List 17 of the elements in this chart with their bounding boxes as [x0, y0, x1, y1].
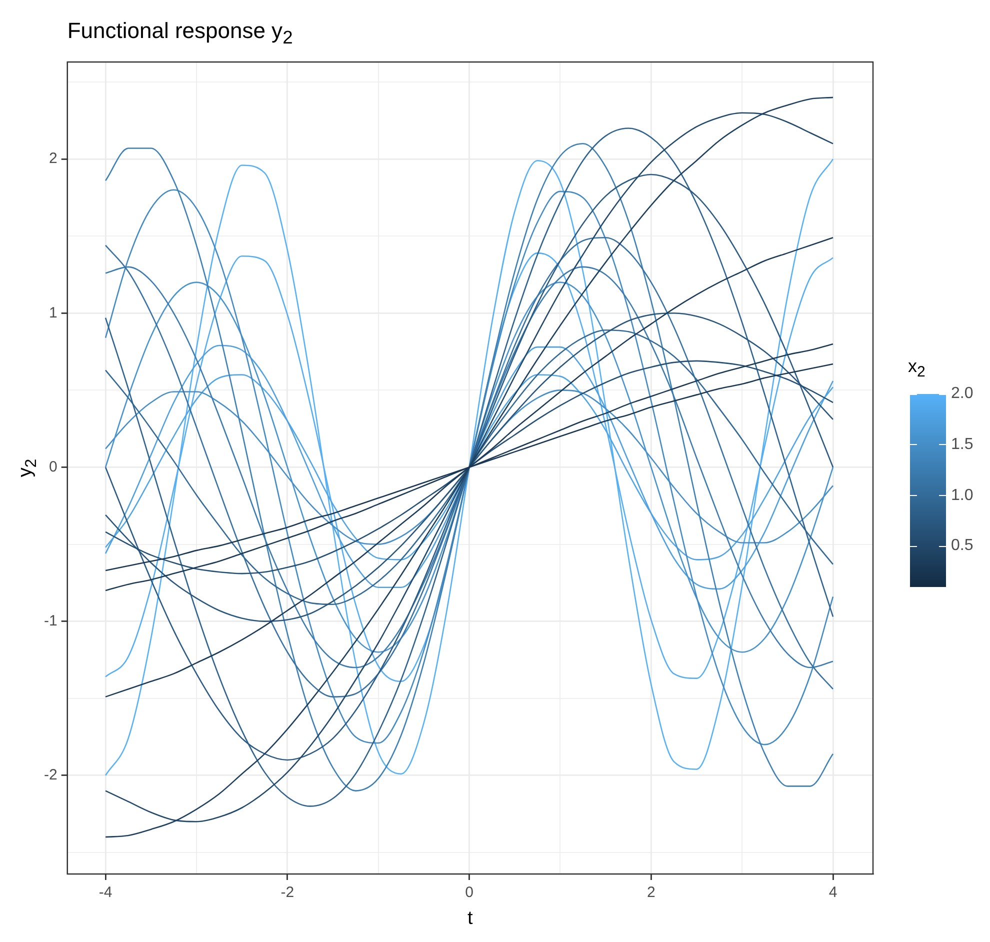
y-tick-label: 0 — [48, 458, 58, 476]
color-bar-label: 0.5 — [951, 536, 974, 556]
x-tick-label: 4 — [828, 884, 838, 902]
color-bar-label: 1.5 — [951, 434, 974, 455]
x-tick-label: 2 — [646, 884, 656, 902]
x-tick-label: 0 — [465, 884, 474, 902]
y-tick-label: -1 — [44, 612, 58, 630]
x-axis-title: t — [466, 908, 474, 930]
x-tick-label: -2 — [280, 884, 294, 902]
y-tick-label: -2 — [44, 766, 58, 784]
y-tick-label: 1 — [48, 304, 58, 322]
x-tick-label: -4 — [98, 884, 112, 902]
color-bar-label: 1.0 — [951, 486, 974, 506]
color-bar-title: x$_{2}$ — [908, 356, 926, 381]
chart-title: Functional response y$_{2}$ — [67, 18, 293, 48]
color-bar-label: 2.0 — [951, 384, 974, 404]
y-tick-label: 2 — [48, 150, 58, 168]
